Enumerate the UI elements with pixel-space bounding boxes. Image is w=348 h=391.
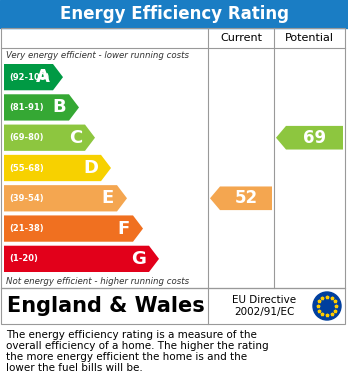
- Polygon shape: [4, 155, 111, 181]
- Text: (21-38): (21-38): [9, 224, 44, 233]
- Polygon shape: [4, 64, 63, 90]
- Polygon shape: [4, 185, 127, 212]
- Text: (1-20): (1-20): [9, 255, 38, 264]
- Polygon shape: [276, 126, 343, 149]
- Text: the more energy efficient the home is and the: the more energy efficient the home is an…: [6, 352, 247, 362]
- Polygon shape: [4, 246, 159, 272]
- Text: (92-100): (92-100): [9, 73, 49, 82]
- Text: EU Directive: EU Directive: [232, 295, 296, 305]
- Bar: [1, 288, 345, 324]
- Text: (39-54): (39-54): [9, 194, 44, 203]
- Text: England & Wales: England & Wales: [7, 296, 205, 316]
- Text: Very energy efficient - lower running costs: Very energy efficient - lower running co…: [6, 50, 189, 59]
- Text: C: C: [69, 129, 82, 147]
- Bar: [0, 0, 348, 28]
- Text: Not energy efficient - higher running costs: Not energy efficient - higher running co…: [6, 276, 189, 285]
- Text: lower the fuel bills will be.: lower the fuel bills will be.: [6, 363, 143, 373]
- Text: G: G: [131, 250, 146, 268]
- Polygon shape: [4, 215, 143, 242]
- Text: The energy efficiency rating is a measure of the: The energy efficiency rating is a measur…: [6, 330, 257, 340]
- Text: Current: Current: [220, 33, 262, 43]
- Circle shape: [313, 292, 341, 320]
- Text: (69-80): (69-80): [9, 133, 44, 142]
- Text: Potential: Potential: [285, 33, 334, 43]
- Text: A: A: [36, 68, 50, 86]
- Text: (81-91): (81-91): [9, 103, 44, 112]
- Polygon shape: [210, 187, 272, 210]
- Polygon shape: [4, 125, 95, 151]
- Text: B: B: [53, 99, 66, 117]
- Text: Energy Efficiency Rating: Energy Efficiency Rating: [60, 5, 288, 23]
- Bar: [1, 28, 345, 288]
- Text: 52: 52: [235, 189, 258, 207]
- Text: 69: 69: [303, 129, 326, 147]
- Text: overall efficiency of a home. The higher the rating: overall efficiency of a home. The higher…: [6, 341, 269, 351]
- Text: E: E: [102, 189, 114, 207]
- Text: (55-68): (55-68): [9, 163, 44, 172]
- Text: D: D: [83, 159, 98, 177]
- Polygon shape: [4, 94, 79, 120]
- Text: F: F: [118, 220, 130, 238]
- Text: 2002/91/EC: 2002/91/EC: [234, 307, 295, 317]
